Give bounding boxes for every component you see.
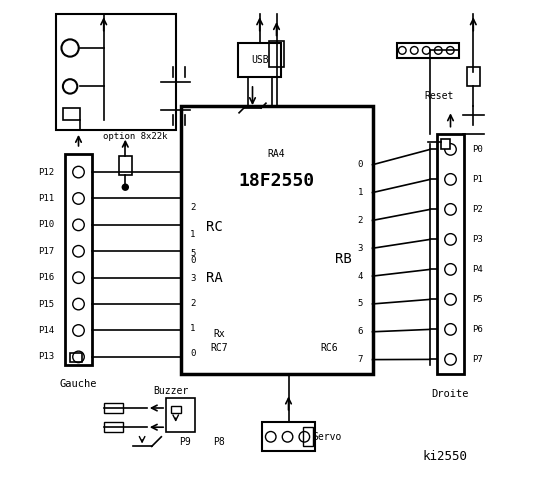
Bar bbox=[119, 156, 132, 175]
Text: 2: 2 bbox=[190, 203, 195, 212]
Text: P10: P10 bbox=[39, 220, 55, 229]
Text: Droite: Droite bbox=[432, 389, 469, 398]
Text: P13: P13 bbox=[39, 352, 55, 361]
Text: Rx: Rx bbox=[213, 329, 225, 338]
Text: 7: 7 bbox=[358, 355, 363, 364]
Bar bbox=[104, 403, 123, 413]
Bar bbox=[104, 422, 123, 432]
Text: 3: 3 bbox=[358, 244, 363, 253]
Text: P14: P14 bbox=[39, 326, 55, 335]
Text: 3: 3 bbox=[190, 274, 195, 283]
Bar bbox=[238, 43, 281, 77]
Text: 2: 2 bbox=[358, 216, 363, 225]
Text: 0: 0 bbox=[190, 349, 195, 358]
Text: ki2550: ki2550 bbox=[422, 449, 467, 463]
Text: P9: P9 bbox=[179, 437, 191, 446]
Text: P1: P1 bbox=[472, 175, 483, 184]
Text: RC7: RC7 bbox=[210, 343, 228, 353]
Text: 0: 0 bbox=[358, 160, 363, 169]
Text: 5: 5 bbox=[358, 300, 363, 309]
Text: Gauche: Gauche bbox=[60, 379, 97, 389]
Text: P7: P7 bbox=[472, 355, 483, 364]
Text: 1: 1 bbox=[358, 188, 363, 197]
Bar bbox=[180, 106, 373, 374]
Bar bbox=[171, 406, 180, 413]
Bar bbox=[166, 398, 195, 432]
Bar bbox=[397, 43, 459, 58]
Text: P12: P12 bbox=[39, 168, 55, 177]
Bar bbox=[269, 41, 284, 67]
Text: 5: 5 bbox=[190, 249, 195, 258]
Bar bbox=[63, 108, 80, 120]
Text: 2: 2 bbox=[190, 299, 195, 308]
Text: 1: 1 bbox=[190, 229, 195, 239]
Text: P5: P5 bbox=[472, 295, 483, 304]
Bar bbox=[56, 14, 176, 130]
Text: USB: USB bbox=[251, 55, 269, 65]
Bar bbox=[262, 422, 315, 451]
Text: P0: P0 bbox=[472, 145, 483, 154]
Text: P15: P15 bbox=[39, 300, 55, 309]
Text: RA4: RA4 bbox=[268, 149, 285, 159]
Text: RC: RC bbox=[206, 219, 222, 234]
Text: P16: P16 bbox=[39, 273, 55, 282]
Bar bbox=[441, 139, 450, 149]
Text: P2: P2 bbox=[472, 205, 483, 214]
Text: P6: P6 bbox=[472, 325, 483, 334]
Text: P17: P17 bbox=[39, 247, 55, 256]
Text: 4: 4 bbox=[358, 272, 363, 281]
Text: Reset: Reset bbox=[425, 91, 454, 101]
Text: P3: P3 bbox=[472, 235, 483, 244]
Text: P8: P8 bbox=[213, 437, 225, 446]
Bar bbox=[70, 353, 82, 362]
Text: option 8x22k: option 8x22k bbox=[103, 132, 167, 141]
Bar bbox=[65, 154, 92, 365]
Bar bbox=[437, 134, 464, 374]
Text: Servo: Servo bbox=[312, 432, 342, 442]
Bar bbox=[467, 67, 479, 86]
Text: 18F2550: 18F2550 bbox=[238, 172, 315, 190]
Text: 0: 0 bbox=[190, 256, 195, 265]
Circle shape bbox=[122, 184, 128, 190]
Text: 6: 6 bbox=[358, 327, 363, 336]
Bar bbox=[303, 427, 312, 446]
Text: 1: 1 bbox=[190, 324, 195, 333]
Text: P11: P11 bbox=[39, 194, 55, 203]
Text: RB: RB bbox=[335, 252, 352, 266]
Text: RC6: RC6 bbox=[321, 343, 338, 353]
Text: Buzzer: Buzzer bbox=[153, 386, 189, 396]
Text: RA: RA bbox=[206, 271, 222, 285]
Text: P4: P4 bbox=[472, 265, 483, 274]
